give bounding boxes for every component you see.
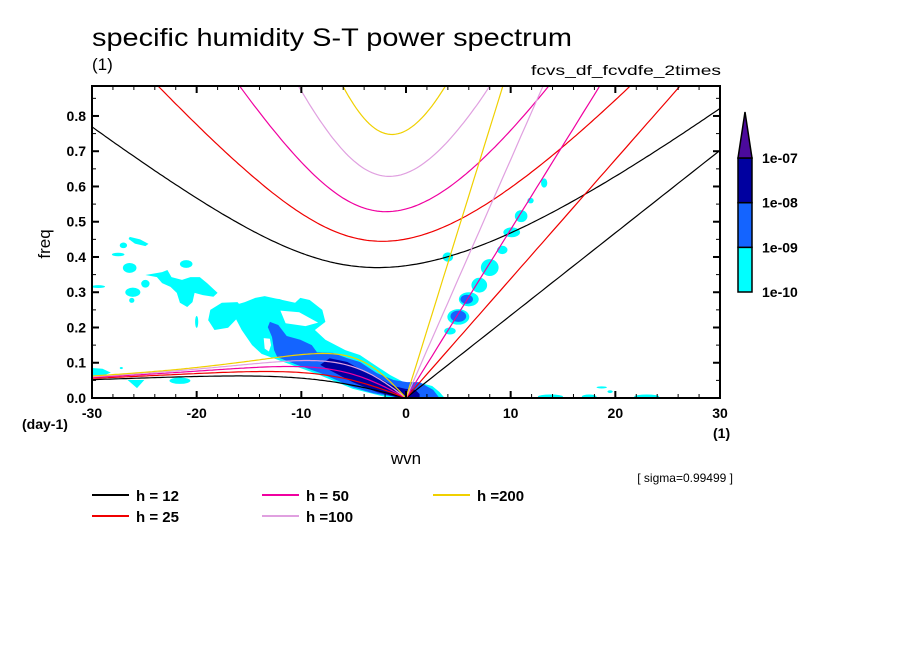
x-tick-label: 10 — [503, 405, 519, 421]
contour-region — [267, 321, 440, 398]
colorbar-label: 1e-10 — [762, 284, 798, 300]
kelvin-curve-h12 — [405, 149, 720, 398]
contour-region — [208, 302, 243, 330]
contour-blob — [119, 366, 123, 370]
contour-region — [128, 236, 149, 247]
sigma-annotation: [ sigma=0.99499 ] — [637, 471, 733, 485]
contour-blob — [514, 210, 528, 223]
plot-area — [91, 85, 721, 399]
y-axis-title: freq — [35, 229, 54, 258]
inertio-gravity-curve-h50 — [238, 86, 550, 213]
kelvin-curve-h50 — [405, 86, 601, 398]
contour-blob — [122, 262, 137, 273]
contour-blob — [111, 252, 125, 257]
y-tick-label: 0.7 — [67, 143, 87, 159]
inertio-gravity-curve-h25 — [157, 86, 632, 242]
legend-item: h = 25 — [92, 509, 179, 526]
x-tick-labels: -30 -20 -10 0 10 20 30 — [82, 405, 728, 421]
y-tick-label: 0.2 — [67, 319, 87, 335]
kelvin-curve-h25 — [405, 86, 681, 398]
rossby-curve-h12 — [92, 375, 407, 398]
y-tick-label: 0.5 — [67, 214, 87, 230]
contour-level-1e-08 — [320, 358, 420, 398]
colorbar-segment — [737, 157, 753, 204]
y-tick-label: 0.1 — [67, 355, 87, 371]
contour-blob — [179, 260, 193, 268]
rossby-curve-h100 — [92, 359, 407, 398]
legend-label: h = 12 — [136, 488, 179, 505]
plot-frame — [91, 85, 721, 399]
y-tick-label: 0.0 — [67, 390, 87, 406]
legend-item: h =100 — [262, 509, 353, 526]
plot-background — [92, 86, 720, 398]
contour-region — [145, 270, 218, 307]
colorbar-segment — [737, 201, 753, 249]
contour-blob — [125, 287, 141, 297]
contour-region — [320, 358, 420, 398]
y-tick-label: 0.3 — [67, 284, 87, 300]
inertio-gravity-curve-h200 — [342, 86, 447, 136]
inertio-gravity-curve-h100 — [297, 86, 491, 177]
dispersion-curves — [92, 86, 720, 398]
contour-blob — [541, 178, 548, 188]
contour-blob — [272, 298, 283, 304]
colorbar-extend-triangle — [737, 111, 753, 159]
contour-blob — [471, 277, 488, 293]
y-tick-label: 0.4 — [67, 249, 87, 265]
contour-hole — [280, 310, 319, 327]
y-tick-labels: 0.0 0.1 0.2 0.3 0.4 0.5 0.6 0.7 0.8 — [67, 108, 87, 406]
y-units-label: (day-1) — [22, 416, 68, 432]
x-tick-label: 0 — [402, 405, 410, 421]
x-axis-title: wvn — [390, 449, 421, 468]
contour-blob — [195, 315, 199, 328]
colorbar-label: 1e-09 — [762, 239, 798, 255]
contour-blob — [129, 297, 135, 303]
kelvin-curve-h200 — [405, 86, 504, 398]
legend-item: h =200 — [433, 488, 524, 505]
x-units-label: (1) — [713, 425, 730, 441]
y-tick-label: 0.6 — [67, 178, 87, 194]
contour-region — [127, 380, 145, 389]
contour-blob — [596, 386, 607, 389]
x-tick-label: -20 — [187, 405, 207, 421]
colorbar-label: 1e-08 — [762, 195, 798, 211]
chart-units-label: (1) — [92, 55, 113, 74]
legend-label: h =100 — [306, 509, 353, 526]
colorbar: 1e-10 1e-09 1e-08 1e-07 — [737, 111, 798, 300]
x-tick-label: 20 — [608, 405, 624, 421]
contour-blob — [480, 259, 499, 277]
x-tick-label: -30 — [82, 405, 102, 421]
x-tick-label: -10 — [291, 405, 311, 421]
legend-item: h = 12 — [92, 488, 179, 505]
contour-blob — [119, 242, 128, 249]
colorbar-segment — [737, 246, 753, 293]
rossby-curve-h200 — [92, 352, 407, 398]
contour-blob — [141, 279, 150, 288]
y-tick-label: 0.8 — [67, 108, 87, 124]
chart-title: specific humidity S-T power spectrum — [92, 24, 572, 52]
legend-label: h =200 — [477, 488, 524, 505]
rossby-curve-h50 — [92, 365, 407, 398]
filled-contours — [92, 178, 660, 398]
contour-hole — [263, 338, 271, 352]
x-tick-label: 30 — [712, 405, 728, 421]
contour-blob — [607, 390, 613, 394]
colorbar-label: 1e-07 — [762, 150, 798, 166]
legend-label: h = 50 — [306, 488, 349, 505]
legend: h = 12 h = 25 h = 50 h =100 h =200 — [92, 488, 524, 526]
contour-blob — [169, 377, 191, 384]
kelvin-curve-h100 — [405, 86, 544, 398]
experiment-label: fcvs_df_fcvdfe_2times — [531, 62, 721, 78]
rossby-curve-h25 — [92, 370, 407, 398]
legend-item: h = 50 — [262, 488, 349, 505]
contour-region — [230, 296, 445, 398]
contour-blob — [92, 285, 106, 289]
legend-label: h = 25 — [136, 509, 179, 526]
inertio-gravity-curve-h12 — [92, 107, 720, 269]
contour-region — [92, 368, 111, 377]
contour-blob — [450, 310, 467, 322]
